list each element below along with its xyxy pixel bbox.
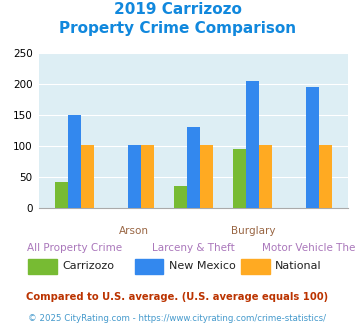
Text: Larceny & Theft: Larceny & Theft [152, 243, 235, 252]
Text: Carrizozo: Carrizozo [62, 261, 114, 271]
Bar [319, 145, 332, 208]
Text: All Property Crime: All Property Crime [27, 243, 122, 252]
Bar [233, 149, 246, 208]
Bar [127, 145, 141, 208]
Bar [81, 145, 94, 208]
Bar [260, 145, 273, 208]
Bar [141, 145, 154, 208]
Text: New Mexico: New Mexico [169, 261, 235, 271]
Bar [55, 182, 68, 208]
Text: Compared to U.S. average. (U.S. average equals 100): Compared to U.S. average. (U.S. average … [26, 292, 329, 302]
Text: Property Crime Comparison: Property Crime Comparison [59, 21, 296, 36]
Bar [200, 145, 213, 208]
Text: © 2025 CityRating.com - https://www.cityrating.com/crime-statistics/: © 2025 CityRating.com - https://www.city… [28, 314, 327, 323]
Bar [246, 81, 260, 208]
Text: Motor Vehicle Theft: Motor Vehicle Theft [262, 243, 355, 252]
Bar [187, 127, 200, 208]
Bar [68, 115, 81, 208]
Text: National: National [275, 261, 322, 271]
Bar [306, 87, 319, 208]
Text: Burglary: Burglary [231, 226, 275, 236]
Text: 2019 Carrizozo: 2019 Carrizozo [114, 2, 241, 16]
Text: Arson: Arson [119, 226, 149, 236]
Bar [174, 186, 187, 208]
